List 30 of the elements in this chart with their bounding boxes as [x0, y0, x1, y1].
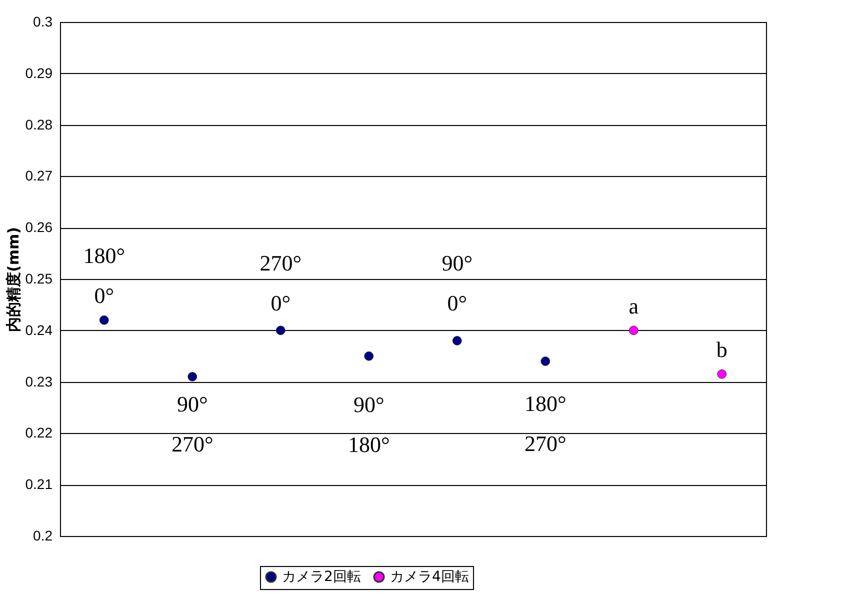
y-tick-label: 0.21 — [25, 476, 53, 492]
point — [99, 315, 109, 325]
point — [628, 326, 638, 336]
y-axis-title: 内的精度(mm) — [4, 227, 22, 332]
data-label: 180° 0° — [83, 243, 126, 308]
data-label: 270° 0° — [260, 250, 302, 316]
data-label: 90° 270° — [171, 392, 214, 457]
legend-label: カメラ4回転 — [390, 569, 469, 585]
y-tick-label: 0.28 — [25, 116, 53, 132]
y-tick-label: 0.22 — [25, 424, 53, 441]
y-tick-label: 0.25 — [25, 270, 53, 286]
data-label: b — [716, 337, 728, 362]
y-tick-label: 0.29 — [25, 64, 53, 81]
data-label: 90° 180° — [348, 392, 390, 458]
data-label: 90° 0° — [442, 250, 473, 316]
legend-label: カメラ2回転 — [282, 569, 361, 585]
data-label: 180° 270° — [524, 391, 566, 456]
y-tick-label: 0.2 — [33, 528, 53, 544]
point — [364, 351, 374, 361]
y-tick-label: 0.24 — [25, 322, 53, 338]
point — [188, 372, 198, 382]
y-tick-label: 0.26 — [25, 219, 53, 236]
data-label: a — [628, 293, 639, 318]
y-tick-label: 0.23 — [25, 373, 53, 390]
y-tick-label: 0.27 — [25, 168, 53, 184]
point — [540, 356, 550, 366]
point — [452, 336, 462, 346]
point — [276, 326, 286, 336]
point — [717, 369, 727, 379]
y-tick-label: 0.3 — [33, 14, 53, 30]
